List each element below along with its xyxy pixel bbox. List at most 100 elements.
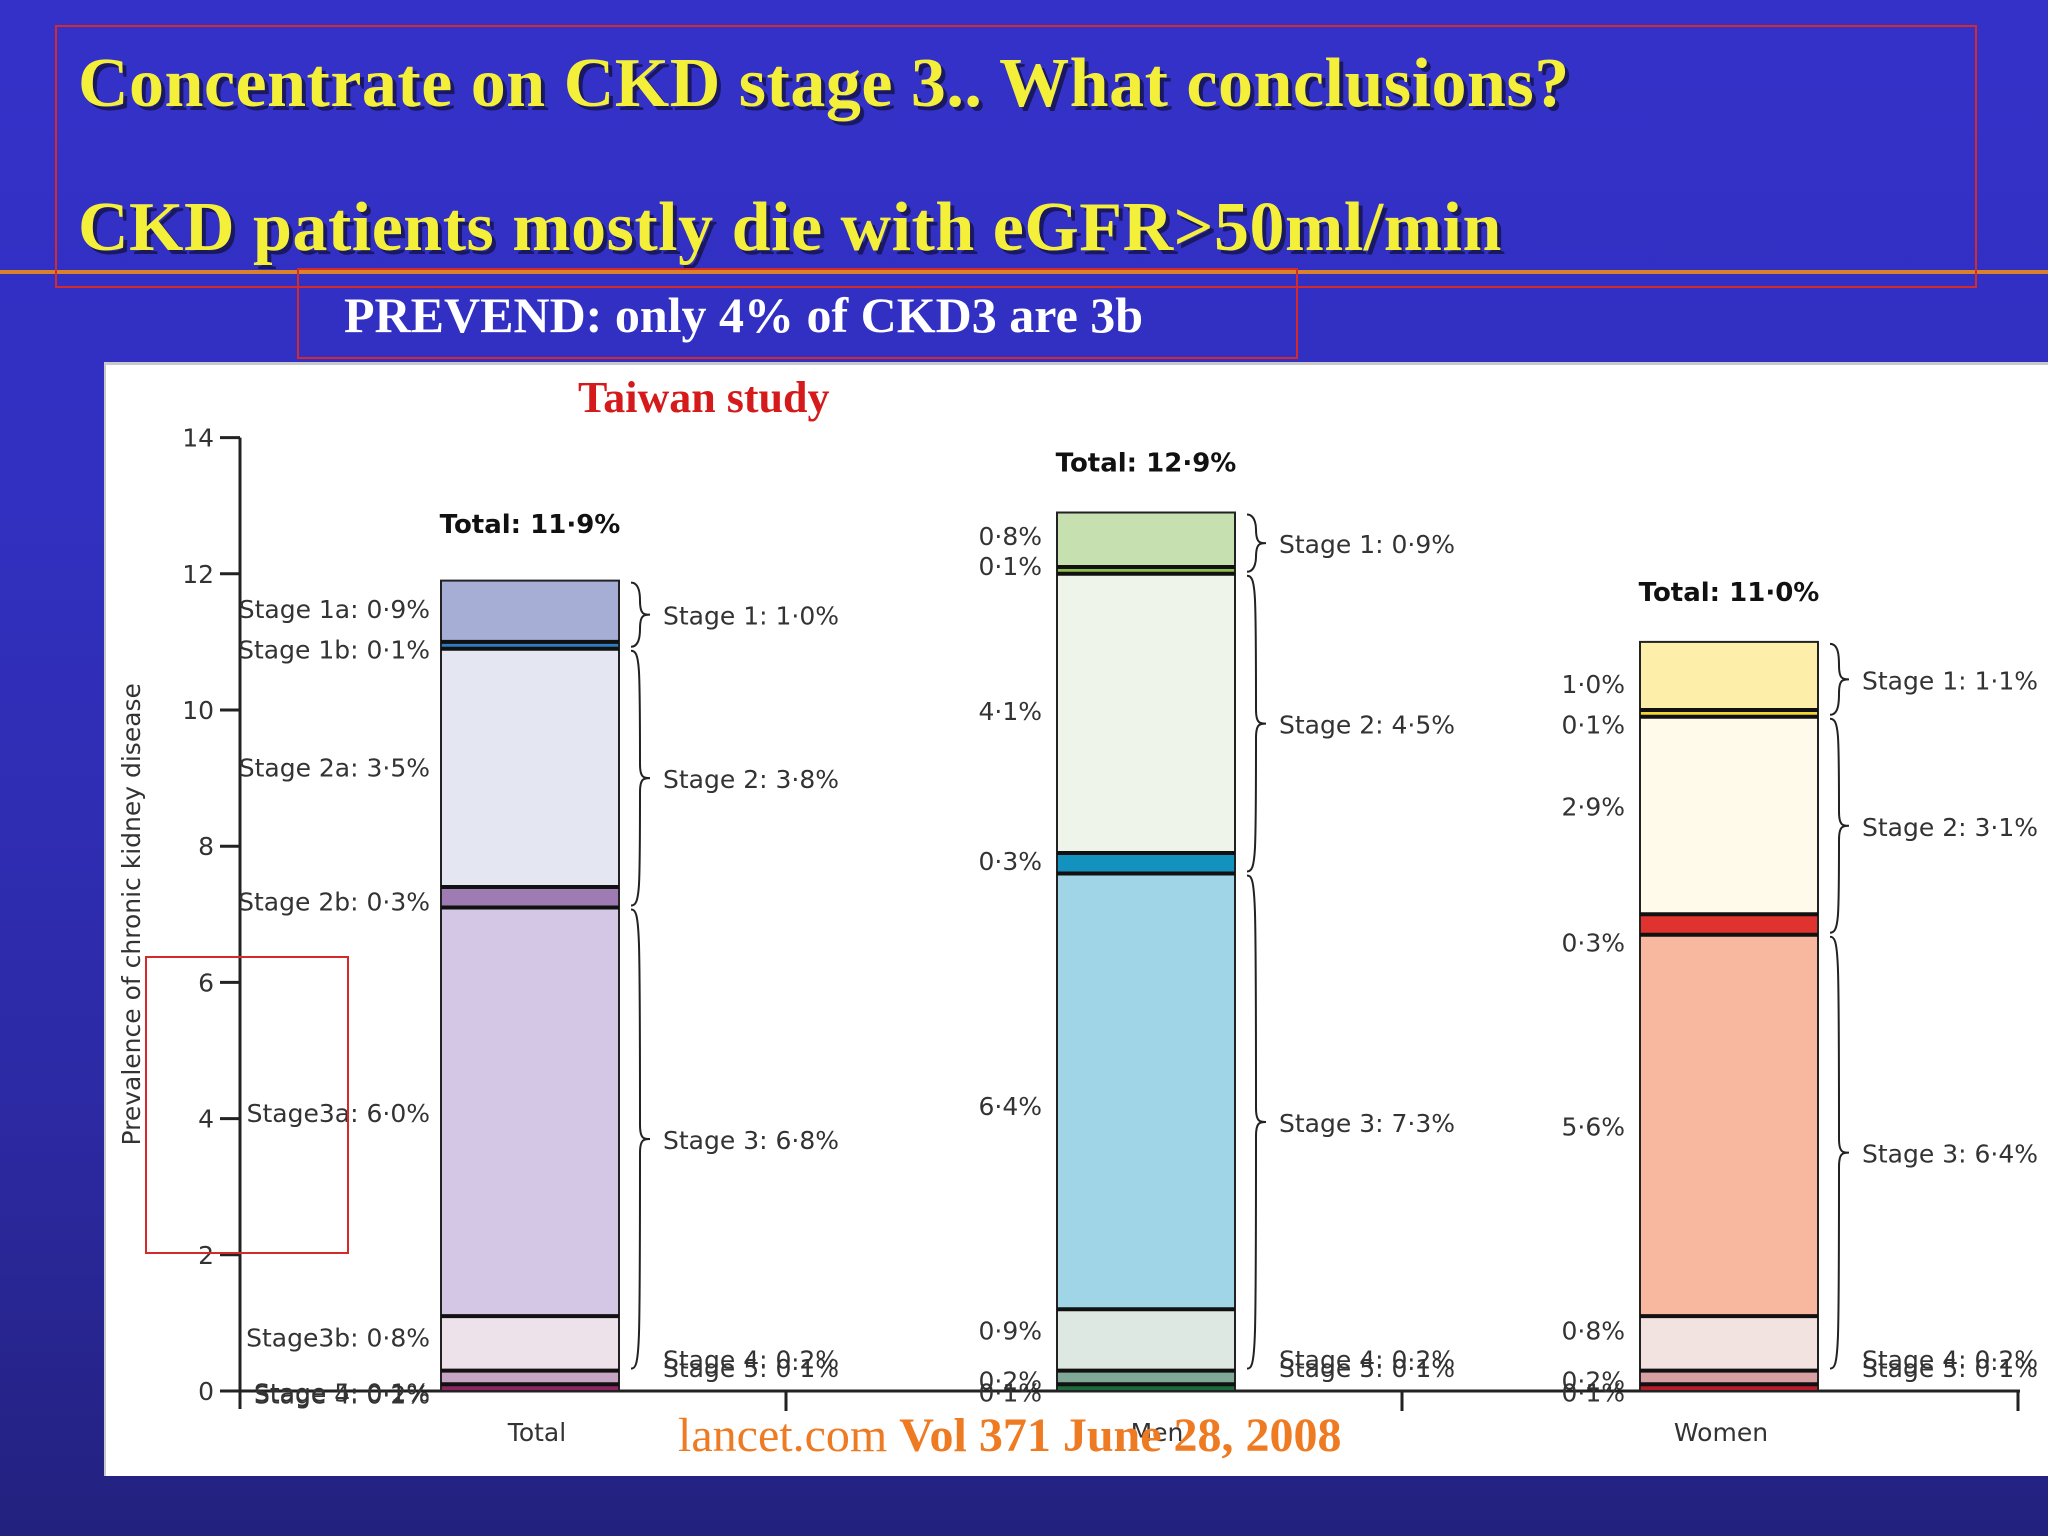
segment-label: 0·1% xyxy=(978,1379,1042,1408)
segment-label: 0·3% xyxy=(1561,929,1625,958)
subtitle-highlight-box xyxy=(297,268,1298,359)
bar-segment xyxy=(441,1384,619,1391)
bar-segment xyxy=(441,907,619,1317)
subtitle: PREVEND: only 4% of CKD3 are 3b xyxy=(344,287,1144,343)
source-volume: Vol 371 June 28, 2008 xyxy=(899,1409,1342,1462)
bar-segment xyxy=(1057,853,1235,874)
stage-label: Stage 2: 3·1% xyxy=(1862,813,2038,842)
stage-label: Stage 5: 0·1% xyxy=(1862,1354,2038,1383)
segment-label: 2·9% xyxy=(1561,792,1625,821)
bar-outline xyxy=(440,579,620,1392)
segment-label: 0·1% xyxy=(1561,711,1625,740)
bar-total-label: Total: 12·9% xyxy=(1056,449,1237,479)
bar-segment xyxy=(1640,641,1818,710)
stage-label: Stage 1: 1·0% xyxy=(663,602,839,631)
bar-segment xyxy=(1640,914,1818,935)
bar-total-label: Total: 11·9% xyxy=(440,510,621,540)
title-highlight-box xyxy=(55,25,1977,288)
stage-label: Stage 1: 0·9% xyxy=(1279,530,1455,559)
source-site: lancet.com xyxy=(678,1409,900,1462)
study-label: Taiwan study xyxy=(578,373,830,422)
stage-label: Stage 4: 0·2% xyxy=(1279,1346,1455,1375)
slide-title-line-1: Concentrate on CKD stage 3.. What conclu… xyxy=(78,45,1570,122)
segment-label: Stage3a: 6·0% xyxy=(247,1099,430,1128)
segment-label: 0·1% xyxy=(1561,1379,1625,1408)
bar-segment xyxy=(1057,1370,1235,1385)
bar-segment xyxy=(1640,934,1818,1317)
source-citation: lancet.com Vol 371 June 28, 2008 xyxy=(678,1408,1342,1463)
bar-segment xyxy=(1640,716,1818,915)
y-tick-label: 12 xyxy=(182,560,214,589)
stage-label: Stage 4: 0·2% xyxy=(1862,1346,2038,1375)
bar-segment xyxy=(1057,566,1235,574)
y-tick-label: 0 xyxy=(198,1377,214,1406)
bar-segment xyxy=(441,887,619,908)
stage-label: Stage 5: 0·1% xyxy=(663,1354,839,1383)
segment-label: 0·1% xyxy=(978,552,1042,581)
y-tick-label: 2 xyxy=(198,1241,214,1270)
segment-label: 0·2% xyxy=(1561,1366,1625,1395)
y-tick-label: 4 xyxy=(198,1105,214,1134)
title-divider xyxy=(0,270,2048,274)
bar-segment xyxy=(1640,1316,1818,1371)
stage-label: Stage 3: 7·3% xyxy=(1279,1109,1455,1138)
stage-brace xyxy=(1246,574,1267,873)
segment-label: Stage 4: 0·2% xyxy=(254,1380,430,1409)
stage-brace xyxy=(1246,874,1267,1370)
bar-segment xyxy=(441,580,619,642)
y-tick-label: 6 xyxy=(198,968,214,997)
stage-brace xyxy=(1246,513,1267,573)
bar-segment xyxy=(441,1370,619,1385)
bar-outline xyxy=(1056,511,1236,1392)
bar-segment xyxy=(1057,512,1235,567)
segment-label: Stage 2b: 0·3% xyxy=(238,888,430,917)
y-tick-label: 8 xyxy=(198,832,214,861)
bar-segment xyxy=(441,1316,619,1371)
stage3a-highlight-box xyxy=(145,956,349,1254)
stage-brace xyxy=(1829,935,1850,1370)
stage-label: Stage 2: 4·5% xyxy=(1279,711,1455,740)
stage-brace xyxy=(630,908,651,1370)
bar-segment xyxy=(1640,710,1818,717)
bar-total-label: Total: 11·0% xyxy=(1639,578,1820,608)
stage-label: Stage 2: 3·8% xyxy=(663,765,839,794)
x-category-label: Men xyxy=(1131,1418,1184,1447)
segment-label: Stage 1a: 0·9% xyxy=(239,595,430,624)
stage-label: Stage 5: 0·1% xyxy=(1279,1354,1455,1383)
segment-label: 0·3% xyxy=(978,847,1042,876)
y-tick-label: 10 xyxy=(182,696,214,725)
stage-brace xyxy=(630,649,651,907)
stage-brace xyxy=(630,581,651,648)
segment-label: Stage 1b: 0·1% xyxy=(238,636,430,665)
segment-label: 1·0% xyxy=(1561,670,1625,699)
segment-label: 4·1% xyxy=(978,697,1042,726)
bar-segment xyxy=(1057,1384,1235,1391)
bar-segment xyxy=(1057,1309,1235,1371)
bar-outline xyxy=(1639,640,1819,1392)
stage-label: Stage 3: 6·8% xyxy=(663,1126,839,1155)
bar-segment xyxy=(1057,873,1235,1310)
bar-segment xyxy=(1057,573,1235,854)
stage-label: Stage 3: 6·4% xyxy=(1862,1140,2038,1169)
stage-label: Stage 4: 0·2% xyxy=(663,1346,839,1375)
segment-label: 0·8% xyxy=(978,522,1042,551)
slide-title-line-2: CKD patients mostly die with eGFR>50ml/m… xyxy=(78,189,1502,266)
y-axis-label: Prevalence of chronic kidney disease xyxy=(117,683,146,1145)
segment-label: 0·2% xyxy=(978,1366,1042,1395)
bar-segment xyxy=(1640,1384,1818,1391)
segment-label: Stage 2a: 3·5% xyxy=(239,753,430,782)
bar-segment xyxy=(441,648,619,888)
stage-brace xyxy=(1829,717,1850,934)
segment-label: 0·9% xyxy=(978,1317,1042,1346)
segment-label: 6·4% xyxy=(978,1092,1042,1121)
stage-label: Stage 1: 1·1% xyxy=(1862,666,2038,695)
segment-label: Stage 5: 0·1% xyxy=(254,1379,430,1408)
segment-label: Stage3b: 0·8% xyxy=(246,1323,430,1352)
x-category-label: Women xyxy=(1674,1418,1768,1447)
x-category-label: Total xyxy=(507,1418,566,1447)
stage-brace xyxy=(1829,642,1850,716)
bar-segment xyxy=(1640,1370,1818,1385)
bar-segment xyxy=(441,641,619,649)
y-tick-label: 14 xyxy=(182,424,214,453)
